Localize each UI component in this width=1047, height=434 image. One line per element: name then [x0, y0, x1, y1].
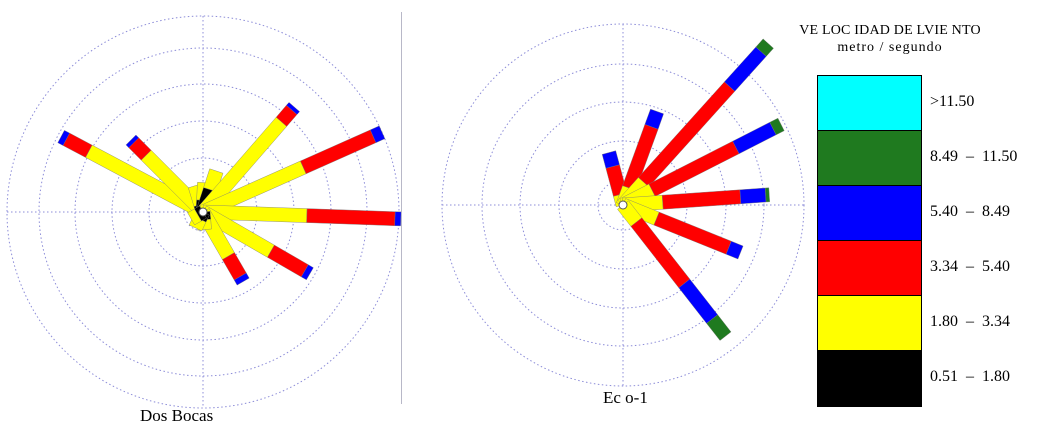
petal-segment-5-40-8-49 [301, 264, 314, 281]
legend-label-5-40-8-49: 5.40 – 8.49 [930, 203, 1010, 220]
legend-swatch-0-51-1-80 [817, 350, 922, 407]
petal-segment-3-34-5-40 [300, 129, 377, 175]
legend-title: VE LOC IDAD DE LVIE NTO [799, 23, 981, 38]
petal-segment-1-80-3-34 [187, 208, 202, 226]
petal-66deg [199, 125, 386, 219]
legend-label-1-80-3-34: 1.80 – 3.34 [930, 313, 1010, 330]
petal-298deg [57, 130, 207, 219]
calm-center [618, 200, 628, 210]
legend-swatch-5-40-8-49 [817, 185, 922, 242]
calm-center [198, 207, 208, 217]
petal-segment-5-40-8-49 [739, 187, 767, 205]
petal-segment-5-40-8-49 [725, 240, 744, 260]
petal-segment-5-40-8-49 [57, 130, 70, 146]
petal-142deg [617, 200, 732, 341]
petal-segment-3-34-5-40 [267, 244, 309, 278]
legend-swatch-gt-11-50 [817, 75, 922, 132]
petal-segment-5-40-8-49 [125, 134, 139, 148]
petal-segment-8-49-11-50 [764, 187, 770, 203]
petal-42deg [617, 38, 774, 210]
legend-swatch-1-80-3-34 [817, 295, 922, 352]
petal-segment-5-40-8-49 [370, 125, 386, 143]
petal-41deg [197, 102, 300, 217]
petal-segment-5-40-8-49 [233, 272, 250, 286]
petal-segment-8-49-11-50 [769, 117, 785, 136]
chart-divider [401, 12, 402, 404]
petal-92deg [202, 204, 402, 227]
petal-segment-8-49-11-50 [706, 314, 732, 341]
legend-label-0-51-1-80: 0.51 – 1.80 [930, 368, 1010, 385]
petal-segment-5-40-8-49 [286, 102, 300, 115]
legend-label-gt-11-50: >11.50 [930, 93, 975, 110]
legend-label-3-34-5-40: 3.34 – 5.40 [930, 258, 1010, 275]
petal-segment-3-34-5-40 [306, 208, 396, 226]
petal-segment-5-40-8-49 [724, 46, 767, 92]
petal-segment-5-40-8-49 [601, 150, 620, 169]
legend-label-8-49-11-50: 8.49 – 11.50 [930, 148, 1018, 165]
petal-segment-5-40-8-49 [678, 278, 718, 324]
petal-segment-5-40-8-49 [644, 108, 664, 130]
caption-dos-bocas: Dos Bocas [140, 406, 214, 425]
petal-segment-5-40-8-49 [732, 122, 777, 154]
wind-rose-eco-1 [441, 23, 805, 387]
wind-rose-dos-bocas [6, 15, 402, 409]
petal-segment-3-34-5-40 [661, 189, 742, 210]
legend-swatch-3-34-5-40 [817, 240, 922, 297]
legend-subtitle: metro / segundo [837, 40, 943, 55]
petal-segment-8-49-11-50 [755, 38, 774, 57]
caption-eco-1: Ec o-1 [603, 388, 648, 407]
legend-swatch-8-49-11-50 [817, 130, 922, 187]
